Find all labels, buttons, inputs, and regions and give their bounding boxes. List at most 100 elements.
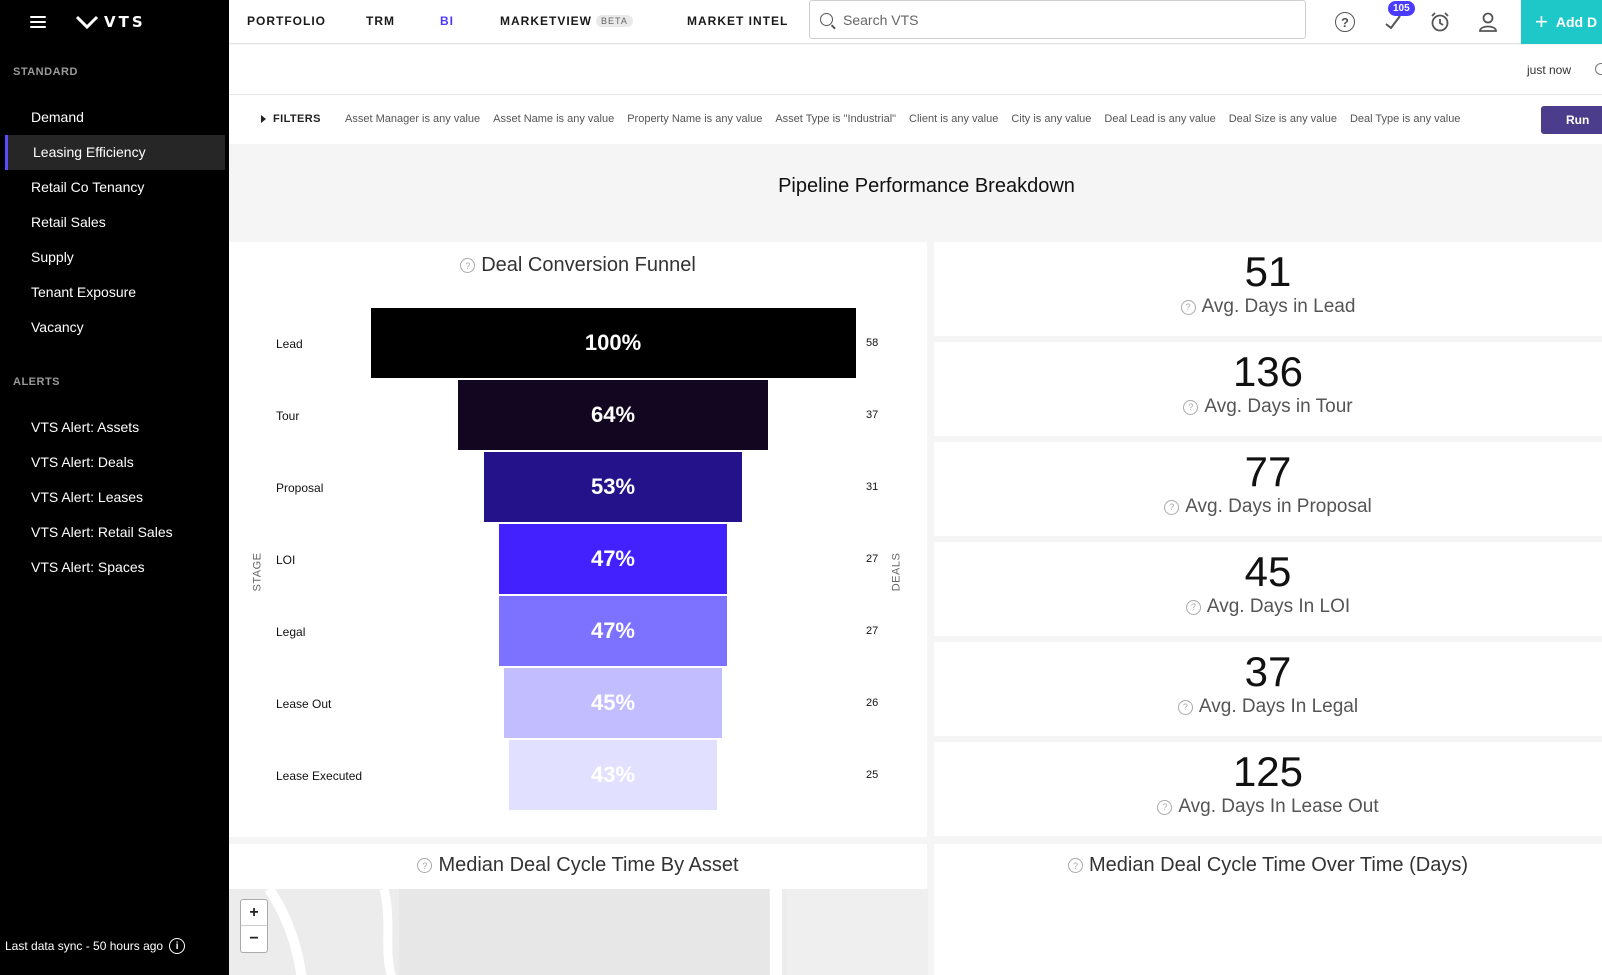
funnel-bar[interactable]: 100% <box>370 308 856 378</box>
help-icon[interactable]: ? <box>1068 858 1083 873</box>
zoom-out-button[interactable]: − <box>249 930 259 947</box>
refresh-bar: just now <box>229 45 1602 95</box>
refresh-icon[interactable] <box>1595 63 1602 75</box>
kpi-label-text: Avg. Days in Tour <box>1204 396 1353 417</box>
filter-chip[interactable]: Asset Type is "Industrial" <box>775 113 897 125</box>
kpi-value: 136 <box>1232 348 1304 395</box>
help-icon[interactable]: ? <box>1180 299 1196 315</box>
info-icon[interactable]: i <box>169 938 186 954</box>
funnel-bar[interactable]: 47% <box>499 596 727 666</box>
kpi-label: ? Avg. Days in Tour <box>934 396 1602 418</box>
help-icon[interactable]: ? <box>1183 399 1199 415</box>
last-refreshed-text: just now <box>1527 63 1572 77</box>
deal-count: 58 <box>866 337 879 349</box>
search-box <box>809 0 1306 39</box>
funnel-bar[interactable]: 47% <box>499 524 727 594</box>
help-icon[interactable]: ? <box>1333 10 1357 34</box>
sidebar-item[interactable]: VTS Alert: Leases <box>31 489 144 505</box>
help-icon[interactable]: ? <box>1185 599 1201 615</box>
map-panel-title-text: Median Deal Cycle Time By Asset <box>438 854 739 876</box>
last-sync-text: Last data sync - 50 hours ago <box>5 939 164 953</box>
sidebar-section-title: STANDARD <box>13 66 78 78</box>
kpi-tile: 51? Avg. Days in Lead <box>934 242 1602 336</box>
map-zoom-controls: + − <box>240 899 268 953</box>
funnel-bar[interactable]: 45% <box>503 668 723 738</box>
deal-count: 37 <box>866 409 879 421</box>
sidebar-item[interactable]: Demand <box>31 109 84 125</box>
nav-market-intel[interactable]: MARKET INTEL <box>687 14 789 28</box>
zoom-in-button[interactable]: + <box>241 900 267 926</box>
menu-icon[interactable] <box>30 16 46 28</box>
nav-bi[interactable]: BI <box>440 14 454 28</box>
sidebar-item[interactable]: Retail Sales <box>31 214 106 230</box>
map-roads <box>264 889 928 975</box>
filter-chip[interactable]: Deal Size is any value <box>1228 113 1337 125</box>
deal-count: 27 <box>866 553 879 565</box>
deal-count: 27 <box>866 625 879 637</box>
filter-chips: Asset Manager is any value Asset Name is … <box>345 113 1602 125</box>
nav-portfolio[interactable]: PORTFOLIO <box>247 14 326 28</box>
filters-toggle[interactable]: FILTERS <box>261 113 321 125</box>
kpi-value: 125 <box>1232 748 1304 795</box>
notification-count-badge: 105 <box>1388 1 1415 16</box>
sidebar-item[interactable]: VTS Alert: Spaces <box>31 559 145 575</box>
help-icon[interactable]: ? <box>417 858 433 873</box>
filter-chip[interactable]: Asset Manager is any value <box>345 113 481 125</box>
stage-label: Lead <box>276 337 303 351</box>
cycle-time-title: ? Median Deal Cycle Time Over Time (Days… <box>934 854 1602 877</box>
filter-bar: FILTERS Asset Manager is any value Asset … <box>229 95 1602 144</box>
kpi-label: ? Avg. Days In Lease Out <box>934 796 1602 818</box>
cycle-time-panel: ? Median Deal Cycle Time Over Time (Days… <box>934 844 1602 975</box>
funnel-bar[interactable]: 64% <box>457 380 769 450</box>
filter-chip[interactable]: Asset Name is any value <box>493 113 615 125</box>
funnel-bar[interactable]: 43% <box>508 740 718 810</box>
sidebar-item[interactable]: VTS Alert: Retail Sales <box>31 524 173 540</box>
last-sync-status: Last data sync - 50 hours ago i <box>5 938 186 954</box>
filter-chip[interactable]: Deal Lead is any value <box>1104 113 1216 125</box>
filter-chip[interactable]: Deal Type is any value <box>1349 113 1461 125</box>
alarm-clock-icon[interactable] <box>1428 10 1452 34</box>
help-icon[interactable]: ? <box>1157 799 1173 815</box>
kpi-label-text: Avg. Days in Proposal <box>1185 496 1372 517</box>
map-panel: ? Median Deal Cycle Time By Asset + − <box>229 844 928 975</box>
funnel-row: Lease Executed 43% 25 <box>229 740 927 810</box>
user-profile-icon[interactable] <box>1476 10 1500 34</box>
funnel-row: Lease Out 45% 26 <box>229 668 927 738</box>
sidebar-item[interactable]: VTS Alert: Deals <box>31 454 134 470</box>
run-button[interactable]: Run <box>1541 106 1602 134</box>
sidebar-item[interactable]: Retail Co Tenancy <box>31 179 145 195</box>
add-button[interactable]: + Add D <box>1521 0 1602 44</box>
sidebar: VTS STANDARD Demand Leasing Efficiency Reta… <box>0 0 229 975</box>
notifications-icon[interactable] <box>1381 10 1405 34</box>
help-icon[interactable]: ? <box>1177 699 1193 715</box>
nav-trm[interactable]: TRM <box>366 14 395 28</box>
vts-logo[interactable]: VTS <box>76 13 146 31</box>
filter-chip[interactable]: City is any value <box>1011 113 1092 125</box>
kpi-value: 37 <box>1244 648 1292 695</box>
filter-chip[interactable]: Client is any value <box>909 113 999 125</box>
help-icon[interactable]: ? <box>1164 499 1180 515</box>
funnel-row: Tour 64% 37 <box>229 380 927 450</box>
funnel-row: Lead 100% 58 <box>229 308 927 378</box>
sidebar-item[interactable]: Supply <box>31 249 74 265</box>
kpi-label: ? Avg. Days in Lead <box>934 296 1602 318</box>
stage-label: Lease Out <box>276 697 332 711</box>
sidebar-item[interactable]: VTS Alert: Assets <box>31 419 140 435</box>
sidebar-item[interactable]: Vacancy <box>31 319 84 335</box>
vts-logo-icon <box>76 15 98 29</box>
kpi-label-text: Avg. Days In Legal <box>1198 696 1359 717</box>
search-input[interactable] <box>843 11 1283 28</box>
sidebar-header: VTS <box>0 0 229 44</box>
nav-marketview[interactable]: MARKETVIEW BETA <box>500 14 633 28</box>
filter-chip[interactable]: Property Name is any value <box>627 113 763 125</box>
funnel-bar[interactable]: 53% <box>484 452 742 522</box>
funnel-row: LOI 47% 27 <box>229 524 927 594</box>
kpi-value: 45 <box>1244 548 1292 595</box>
sidebar-item[interactable]: Leasing Efficiency <box>5 135 225 170</box>
kpi-label-text: Avg. Days in Lead <box>1201 296 1356 317</box>
help-icon[interactable]: ? <box>460 258 476 273</box>
search-icon <box>820 13 833 26</box>
asset-map[interactable]: + − <box>229 889 928 975</box>
kpi-tile: 77? Avg. Days in Proposal <box>934 442 1602 536</box>
sidebar-item[interactable]: Tenant Exposure <box>31 284 137 300</box>
